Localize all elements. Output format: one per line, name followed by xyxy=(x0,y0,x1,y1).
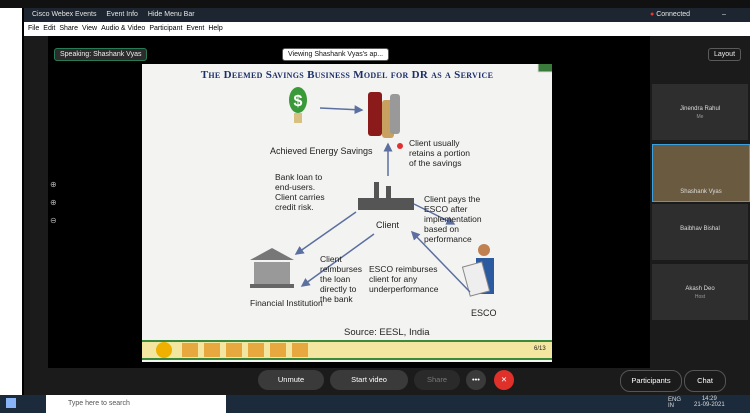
layout-text: Layout xyxy=(714,51,735,58)
unmute-button[interactable]: Unmute xyxy=(258,370,324,390)
menu-item[interactable]: File xyxy=(28,25,39,32)
status-text: Connected xyxy=(656,11,690,18)
label-achieved: Achieved Energy Savings xyxy=(270,146,373,156)
slide-page: 6/13 xyxy=(534,344,546,354)
participant-role: Me xyxy=(652,114,748,120)
menu-item[interactable]: Audio & Video xyxy=(101,25,145,32)
date: 21-09-2021 xyxy=(694,402,725,408)
label-client: Client xyxy=(376,220,399,230)
participant-tile[interactable]: Akash Deo Host xyxy=(652,264,748,320)
layout-button[interactable]: Layout xyxy=(708,48,741,61)
menu-item[interactable]: Event xyxy=(186,25,204,32)
label-financial-institution: Financial Institution xyxy=(250,298,323,308)
leave-button[interactable]: ✕ xyxy=(494,370,514,390)
participant-panel: Layout Jinendra Rahul Me Shashank Vyas Baib… xyxy=(650,36,750,395)
menu-item[interactable]: View xyxy=(82,25,97,32)
main-area: Speaking: Shashank Vyas Viewing Shashank… xyxy=(24,36,750,395)
start-video-button[interactable]: Start video xyxy=(330,370,408,390)
menu-item[interactable]: Help xyxy=(208,25,222,32)
app-name[interactable]: Cisco Webex Events xyxy=(32,11,96,18)
svg-text:$: $ xyxy=(294,93,303,110)
top-strip xyxy=(0,0,750,8)
chat-button[interactable]: Chat xyxy=(684,370,726,392)
viewing-label[interactable]: Viewing Shashank Vyas's ap... xyxy=(282,48,389,61)
menu-item[interactable]: Edit xyxy=(43,25,55,32)
speaking-label: Speaking: Shashank Vyas xyxy=(54,48,147,61)
participants-button[interactable]: Participants xyxy=(620,370,682,392)
menu-item[interactable]: Share xyxy=(59,25,78,32)
label-client-pays: Client pays the ESCO after implementatio… xyxy=(424,194,506,244)
language[interactable]: ENG IN xyxy=(668,397,688,409)
slide-source: Source: EESL, India xyxy=(344,328,430,338)
zoom-tools[interactable]: ⊕⊕⊖ xyxy=(50,176,57,230)
participant-role: Host xyxy=(652,294,748,300)
left-strip xyxy=(0,8,24,395)
participant-tile[interactable]: Baibhav Bishal xyxy=(652,204,748,260)
menu-item[interactable]: Participant xyxy=(149,25,182,32)
share-stage: Speaking: Shashank Vyas Viewing Shashank… xyxy=(48,36,650,368)
title-bar: Cisco Webex Events Event Info Hide Menu … xyxy=(24,8,750,22)
status: ● Connected xyxy=(650,8,690,22)
menu-bar: File Edit Share View Audio & Video Participan… xyxy=(24,22,750,36)
hide-menu[interactable]: Hide Menu Bar xyxy=(148,11,195,18)
more-button[interactable]: ••• xyxy=(466,370,486,390)
participant-tile[interactable]: Jinendra Rahul Me xyxy=(652,84,748,140)
label-client-reimburses: Client reimburses the loan directly to t… xyxy=(320,254,360,304)
search-box[interactable]: Type here to search xyxy=(46,395,226,413)
participant-name: Baibhav Bishal xyxy=(652,226,748,232)
participant-name: Jinendra Rahul xyxy=(652,106,748,112)
participant-tile[interactable]: Shashank Vyas xyxy=(652,144,750,202)
event-info[interactable]: Event Info xyxy=(106,11,138,18)
share-button[interactable]: Share xyxy=(414,370,460,390)
webex-window: {"title_bar": {"app": "Cisco Webex Event… xyxy=(0,0,750,413)
label-bank-loan: Bank loan to end-users. Client carries c… xyxy=(275,172,327,212)
label-esco-reimburses: ESCO reimburses client for any underperf… xyxy=(369,264,439,294)
label-client-retains: Client usually retains a portion of the … xyxy=(409,138,477,168)
participant-name: Shashank Vyas xyxy=(653,189,749,195)
start-button[interactable] xyxy=(6,398,16,408)
slide: The Deemed Savings Business Model for DR… xyxy=(142,64,552,362)
participant-name: Akash Deo xyxy=(652,286,748,292)
label-esco: ESCO xyxy=(471,308,497,318)
